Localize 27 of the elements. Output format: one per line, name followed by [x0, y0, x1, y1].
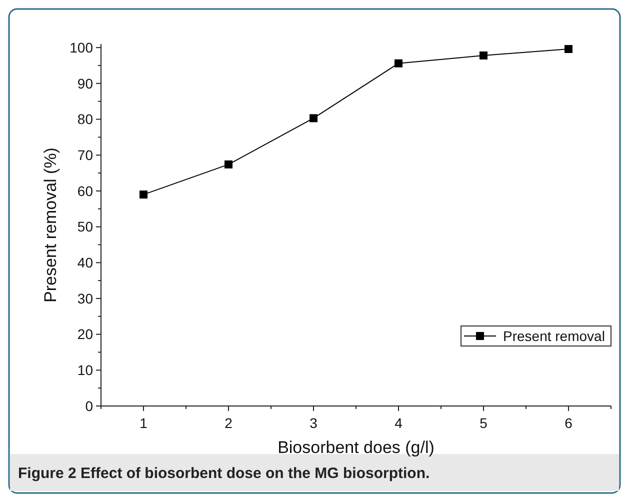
- y-tick-label: 10: [77, 362, 94, 378]
- point: [564, 45, 572, 54]
- x-tick-label: 2: [224, 415, 233, 431]
- y-tick-label: 50: [77, 218, 94, 235]
- y-tick-label: 70: [77, 147, 94, 164]
- x-tick-label: 4: [394, 415, 403, 431]
- x-tick-label: 1: [140, 415, 148, 431]
- y-tick-label: 100: [70, 39, 94, 56]
- y-tick-label: 0: [85, 398, 94, 414]
- y-tick-label: 80: [77, 111, 94, 128]
- y-tick-label: 30: [77, 290, 94, 306]
- y-tick-label: 20: [77, 326, 94, 342]
- y-tick-label: 40: [77, 254, 94, 271]
- point: [140, 190, 148, 199]
- x-tick-label: 5: [480, 415, 488, 431]
- point: [480, 51, 488, 60]
- point: [310, 114, 318, 122]
- caption: Figure 2 Effect of biosorbent dose on the MG biosorption.: [18, 465, 430, 482]
- y-tick-label: 90: [77, 75, 94, 92]
- point: [394, 59, 402, 68]
- x-tick-label: 6: [564, 415, 573, 431]
- y-axis-title: Present removal (%): [41, 148, 60, 302]
- x-tick-label: 3: [310, 415, 318, 431]
- legend-label: Present removal: [503, 328, 605, 344]
- x-axis-title: Biosorbent does (g/l): [278, 438, 434, 457]
- point: [224, 160, 232, 168]
- y-tick-label: 60: [77, 182, 94, 199]
